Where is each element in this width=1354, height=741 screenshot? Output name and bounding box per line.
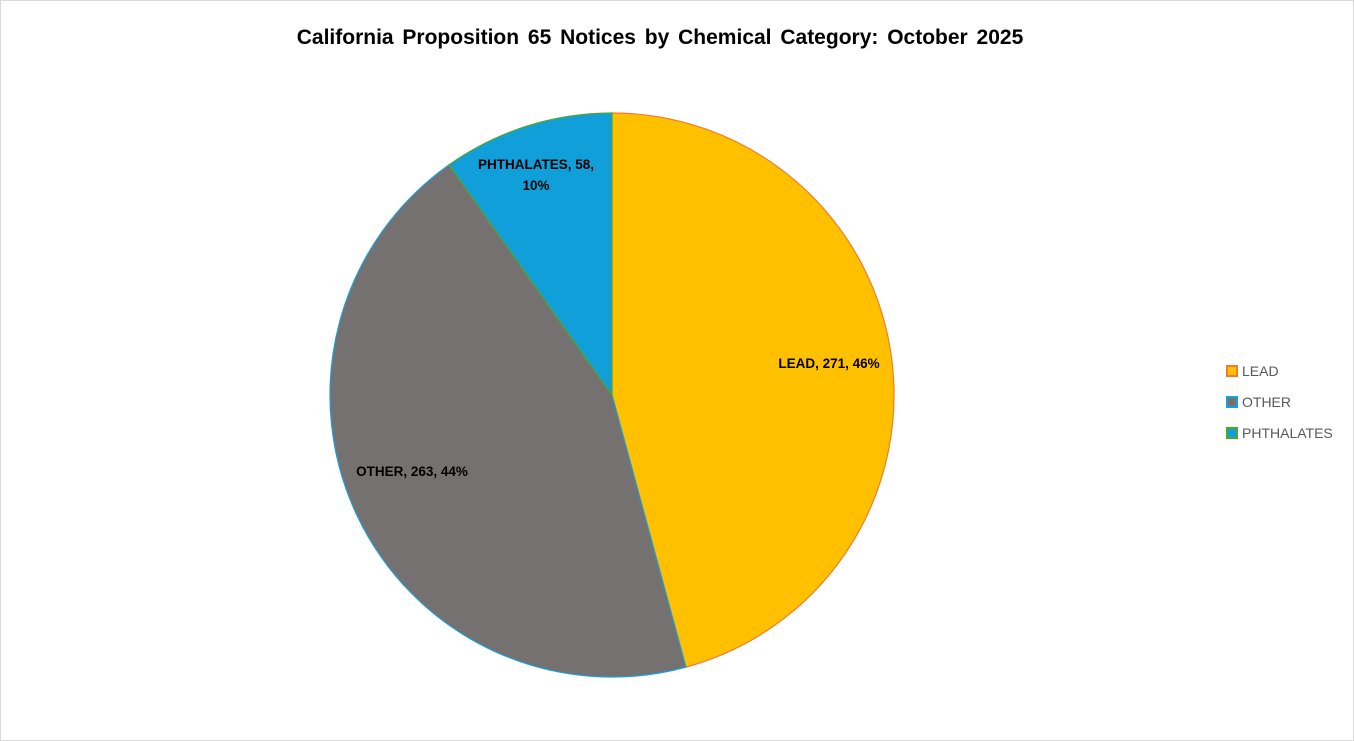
legend-label: OTHER <box>1242 393 1291 410</box>
legend-swatch <box>1226 364 1238 377</box>
legend-label: PHTHALATES <box>1242 424 1333 441</box>
data-label-lead: LEAD, 271, 46% <box>778 356 879 371</box>
legend-item-lead[interactable]: LEAD <box>1226 355 1333 386</box>
pie-slice-other[interactable] <box>329 163 687 678</box>
legend-label: LEAD <box>1242 362 1279 379</box>
legend-swatch <box>1226 426 1238 439</box>
legend-item-other[interactable]: OTHER <box>1226 386 1333 417</box>
data-label-other: OTHER, 263, 44% <box>356 464 468 479</box>
legend: LEAD OTHER PHTHALATES <box>1226 355 1333 448</box>
pie-slice-phthalates[interactable] <box>448 112 613 397</box>
data-label-phthalates: PHTHALATES, 58, 10% <box>478 157 594 193</box>
chart-title: California Proposition 65 Notices by Che… <box>296 26 1024 49</box>
pie-slice-lead[interactable] <box>611 112 895 668</box>
legend-item-phthalates[interactable]: PHTHALATES <box>1226 417 1333 448</box>
legend-swatch <box>1226 395 1238 408</box>
